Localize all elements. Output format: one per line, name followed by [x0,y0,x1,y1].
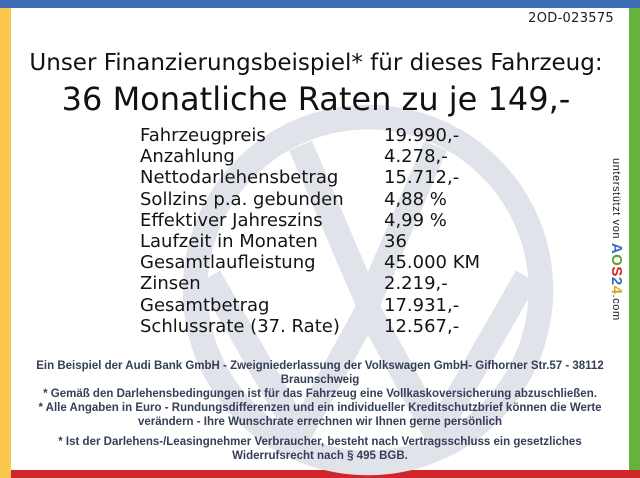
finance-example-title: Unser Finanzierungsbeispiel* für dieses … [29,50,603,76]
monthly-rate-headline: 36 Monatliche Raten zu je 149,- [61,80,571,118]
frame-bar-left [0,8,11,478]
brand-letter: S [608,266,625,277]
finance-table: Fahrzeugpreis 19.990,- Anzahlung 4.278,- Net… [140,125,600,337]
brand-letter: 2 [608,276,625,286]
supported-by-label: unterstützt von [610,158,622,243]
disclaimer-paragraph: Ein Beispiel der Audi Bank GmbH - Zweign… [36,360,604,386]
frame-bar-top [0,0,640,8]
row-label: Anzahlung [140,146,235,168]
row-value: 17.931,- [384,294,460,316]
table-row: Effektiver Jahreszins 4,99 % [140,210,600,231]
table-row: Gesamtlaufleistung 45.000 KM [140,252,600,273]
row-label: Gesamtbetrag [140,294,270,316]
row-value: 45.000 KM [384,252,481,274]
row-label: Fahrzeugpreis [140,125,266,146]
row-label: Zinsen [140,273,201,295]
table-row: Sollzins p.a. gebunden 4,88 % [140,189,600,210]
table-row: Zinsen 2.219,- [140,273,600,294]
row-value: 12.567,- [384,315,460,337]
row-label: Gesamtlaufleistung [140,252,316,274]
supported-by-vertical-text: unterstützt von AOS24.com [608,158,625,368]
table-row: Nettodarlehensbetrag 15.712,- [140,167,600,188]
row-value: 2.219,- [384,273,448,295]
frame-bar-bottom [11,470,640,478]
disclaimer-paragraph: * Alle Angaben in Euro - Rundungsdiffere… [38,402,602,428]
table-row: Gesamtbetrag 17.931,- [140,295,600,316]
aos24-domain-suffix: .com [610,294,622,321]
row-label: Sollzins p.a. gebunden [140,188,344,210]
row-value: 15.712,- [384,167,460,189]
table-row: Fahrzeugpreis 19.990,- [140,125,600,146]
row-label: Laufzeit in Monaten [140,231,318,253]
brand-letter: A [608,242,625,255]
disclaimer-paragraph: * Gemäß den Darlehensbedingungen ist für… [43,388,597,400]
brand-letter: 4 [608,285,625,295]
row-label: Schlussrate (37. Rate) [140,315,340,337]
row-label: Nettodarlehensbetrag [140,167,339,189]
document-number: 2OD-023575 [528,11,614,26]
brand-letter: O [608,254,625,267]
row-value: 4.278,- [384,146,448,168]
row-value: 4,88 % [384,188,447,210]
table-row: Schlussrate (37. Rate) 12.567,- [140,316,600,337]
table-row: Anzahlung 4.278,- [140,146,600,167]
row-value: 19.990,- [384,125,460,146]
frame-bar-right [629,8,640,470]
row-value: 36 [384,231,407,253]
row-value: 4,99 % [384,209,447,231]
aos24-logo: AOS24 [608,243,625,295]
legal-disclaimer: Ein Beispiel der Audi Bank GmbH - Zweign… [30,359,610,463]
disclaimer-paragraph: * Ist der Darlehens-/Leasingnehmer Verbr… [58,436,582,462]
row-label: Effektiver Jahreszins [140,209,323,231]
table-row: Laufzeit in Monaten 36 [140,231,600,252]
